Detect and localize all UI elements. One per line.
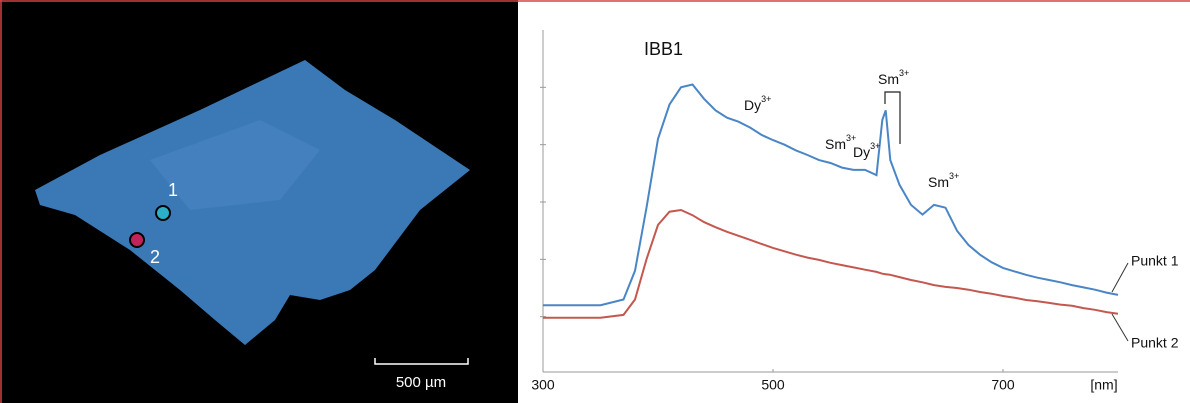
sample-texture [150,120,320,210]
marker [129,232,145,248]
annotation-sup: 3+ [761,94,771,104]
scale-bar-label: 500 µm [396,374,446,391]
annotation-text: Sm [825,136,846,152]
marker-label: 1 [168,180,178,200]
annotation-sup: 3+ [846,133,856,143]
photo-panel: 1 2 500 µm [0,0,518,403]
annotation-text: Dy [744,97,761,113]
leader-line [1111,313,1129,342]
x-tick-label: 700 [991,377,1015,393]
annotation-sup: 3+ [949,171,959,181]
annotation-text: Sm [928,174,949,190]
annotation: Dy3+ [853,141,880,159]
annotation: Sm3+ [928,171,959,189]
scale-bar [374,358,469,365]
annotation: Dy3+ [744,94,771,112]
annotation-text: Dy [853,144,870,160]
marker-label: 2 [150,247,160,267]
annotation-sup: 3+ [899,68,909,78]
series-line [543,208,1119,319]
x-tick-label: 300 [531,377,555,393]
x-tick-label: 500 [761,377,785,393]
annotation: IBB1 [644,39,683,59]
annotation: Sm3+ [878,68,909,86]
marker [155,205,171,221]
series-label: Punkt 2 [1131,335,1179,351]
series-label: Punkt 1 [1131,253,1179,269]
annotation-text: Sm [878,71,899,87]
annotation: Sm3+ [825,133,856,151]
series-line [543,83,1119,307]
annotation-sup: 3+ [870,141,880,151]
leader-line [1111,262,1129,293]
bracket [884,91,901,144]
annotation-text: IBB1 [644,39,683,59]
x-axis-label: [nm] [1090,377,1117,393]
